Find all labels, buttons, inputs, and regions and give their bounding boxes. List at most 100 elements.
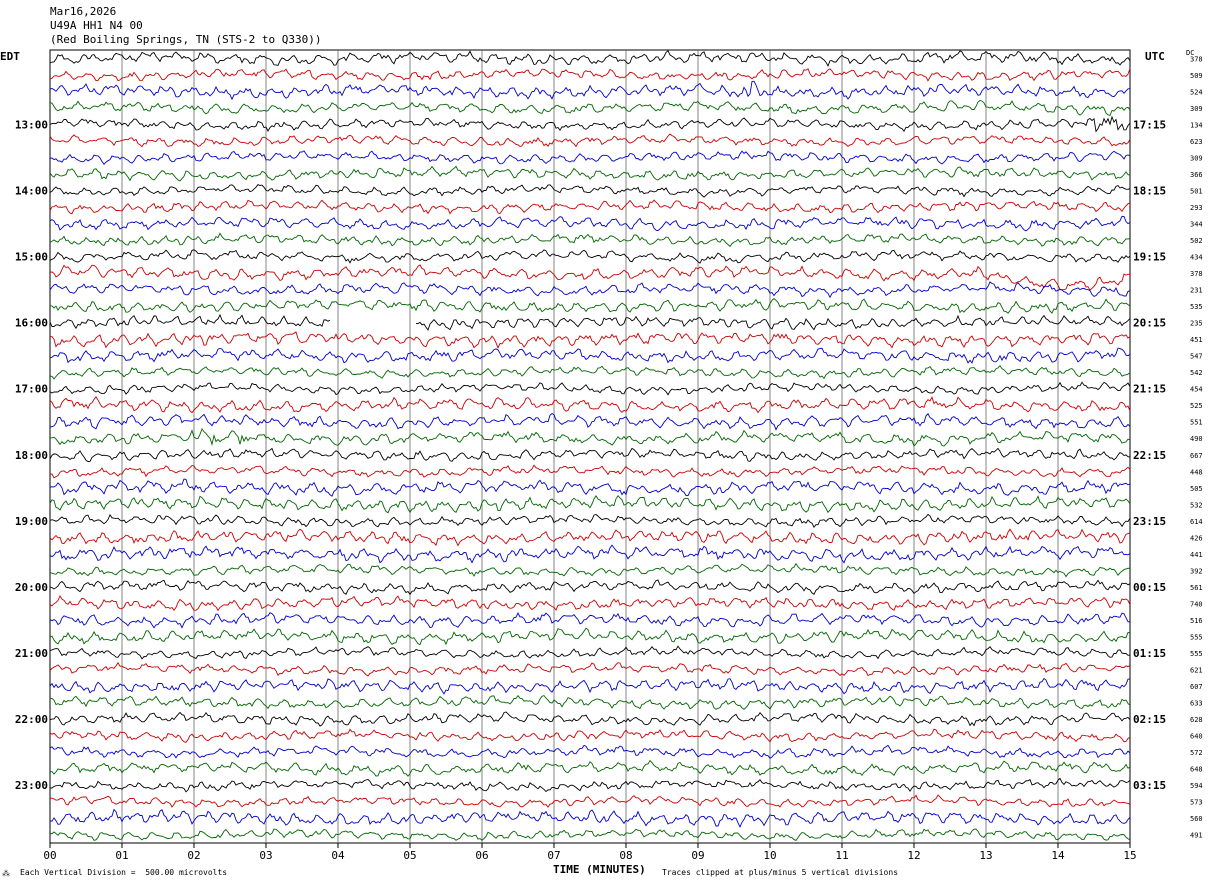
dc-offset-label: 491 — [1190, 832, 1203, 840]
trace-line — [49, 447, 1131, 462]
right-timezone-label: UTC — [1145, 50, 1165, 63]
trace-line — [49, 364, 1131, 380]
trace-line — [49, 395, 1131, 414]
header-date: Mar16,2026 — [50, 5, 117, 18]
trace-line — [49, 347, 1131, 364]
trace-line — [49, 184, 1131, 198]
x-tick-label: 04 — [331, 849, 345, 862]
trace-line — [49, 133, 1131, 148]
x-tick-label: 06 — [475, 849, 488, 862]
left-hour-label: 17:00 — [15, 383, 48, 396]
dc-offset-label: 490 — [1190, 435, 1203, 443]
dc-offset-label: 454 — [1190, 386, 1203, 394]
dc-offset-label: 542 — [1190, 369, 1203, 377]
x-tick-label: 15 — [1123, 849, 1136, 862]
trace-line — [49, 215, 1131, 232]
dc-offset-label: 572 — [1190, 749, 1203, 757]
dc-offset-label: 366 — [1190, 171, 1203, 179]
trace-line — [49, 313, 1131, 331]
x-tick-label: 07 — [547, 849, 560, 862]
trace-line — [49, 694, 1131, 710]
dc-offset-label: 623 — [1190, 138, 1203, 146]
dc-offset-label: 594 — [1190, 782, 1203, 790]
right-hour-label: 20:15 — [1133, 317, 1166, 330]
left-hour-label: 15:00 — [15, 251, 48, 264]
trace-line — [49, 199, 1131, 215]
dc-offset-label: 535 — [1190, 303, 1203, 311]
x-axis-title: TIME (MINUTES) — [553, 863, 646, 876]
dc-offset-label: 740 — [1190, 600, 1203, 608]
left-hour-label: 20:00 — [15, 581, 48, 594]
dc-offset-label: 451 — [1190, 336, 1203, 344]
dc-offset-label: 378 — [1190, 55, 1203, 63]
x-tick-label: 11 — [835, 849, 848, 862]
trace-line — [49, 562, 1131, 578]
dc-offset-label: 392 — [1190, 567, 1203, 575]
dc-offset-label: 621 — [1190, 667, 1203, 675]
dc-offset-label: 640 — [1190, 733, 1203, 741]
trace-line — [49, 579, 1131, 596]
left-hour-label: 19:00 — [15, 515, 48, 528]
dc-offset-label: 235 — [1190, 320, 1203, 328]
header-location: (Red Boiling Springs, TN (STS-2 to Q330)… — [50, 33, 322, 46]
dc-offset-label: 426 — [1190, 534, 1203, 542]
left-hour-label: 22:00 — [15, 713, 48, 726]
trace-line — [49, 464, 1131, 479]
trace-line — [49, 100, 1131, 116]
dc-offset-label: 614 — [1190, 518, 1203, 526]
footer-mark: ⁂ — [2, 869, 10, 878]
footer-scale-note: Each Vertical Division = 500.00 microvol… — [20, 868, 228, 877]
trace-line — [49, 232, 1131, 248]
dc-offset-label: 134 — [1190, 121, 1203, 129]
x-tick-label: 03 — [259, 849, 272, 862]
dc-offset-label: 524 — [1190, 88, 1203, 96]
dc-offset-label: 555 — [1190, 633, 1203, 641]
dc-offset-label: 378 — [1190, 270, 1203, 278]
left-hour-label: 18:00 — [15, 449, 48, 462]
x-tick-label: 08 — [619, 849, 632, 862]
dc-offset-label: 525 — [1190, 402, 1203, 410]
trace-line — [49, 711, 1131, 727]
dc-offset-label: 309 — [1190, 154, 1203, 162]
left-hour-label: 13:00 — [15, 118, 48, 131]
trace-line — [49, 662, 1131, 677]
trace-line — [49, 67, 1131, 82]
x-tick-label: 01 — [115, 849, 128, 862]
left-hour-label: 23:00 — [15, 779, 48, 792]
dc-offset-label: 555 — [1190, 650, 1203, 658]
trace-line — [49, 150, 1131, 166]
x-tick-label: 00 — [43, 849, 56, 862]
trace-line — [49, 381, 1131, 396]
x-tick-label: 10 — [763, 849, 776, 862]
left-hour-label: 16:00 — [15, 317, 48, 330]
x-tick-label: 12 — [907, 849, 920, 862]
dc-offset-label: 560 — [1190, 815, 1203, 823]
dc-offset-label: 648 — [1190, 766, 1203, 774]
dc-offset-label: 502 — [1190, 237, 1203, 245]
trace-line — [49, 331, 1131, 349]
dc-offset-label: 547 — [1190, 353, 1203, 361]
dc-offset-label: 501 — [1190, 187, 1203, 195]
dc-label: DC — [1186, 49, 1195, 57]
trace-line — [49, 298, 1131, 314]
right-hour-label: 02:15 — [1133, 713, 1166, 726]
trace-line — [49, 728, 1131, 743]
dc-offset-label: 516 — [1190, 617, 1203, 625]
trace-line — [50, 777, 1131, 793]
dc-offset-label: 633 — [1190, 700, 1203, 708]
trace-line — [49, 611, 1131, 629]
right-hour-label: 22:15 — [1133, 449, 1166, 462]
x-tick-label: 09 — [691, 849, 704, 862]
trace-line — [49, 427, 1131, 447]
trace-line — [49, 478, 1131, 497]
dc-offset-label: 344 — [1190, 220, 1203, 228]
dc-offset-label: 607 — [1190, 683, 1203, 691]
trace-line — [49, 645, 1131, 660]
dc-offset-label: 628 — [1190, 716, 1203, 724]
dc-offset-label: 561 — [1190, 584, 1203, 592]
x-tick-label: 02 — [187, 849, 200, 862]
dc-offset-label: 532 — [1190, 501, 1203, 509]
trace-line — [49, 513, 1131, 529]
trace-line — [49, 528, 1131, 547]
